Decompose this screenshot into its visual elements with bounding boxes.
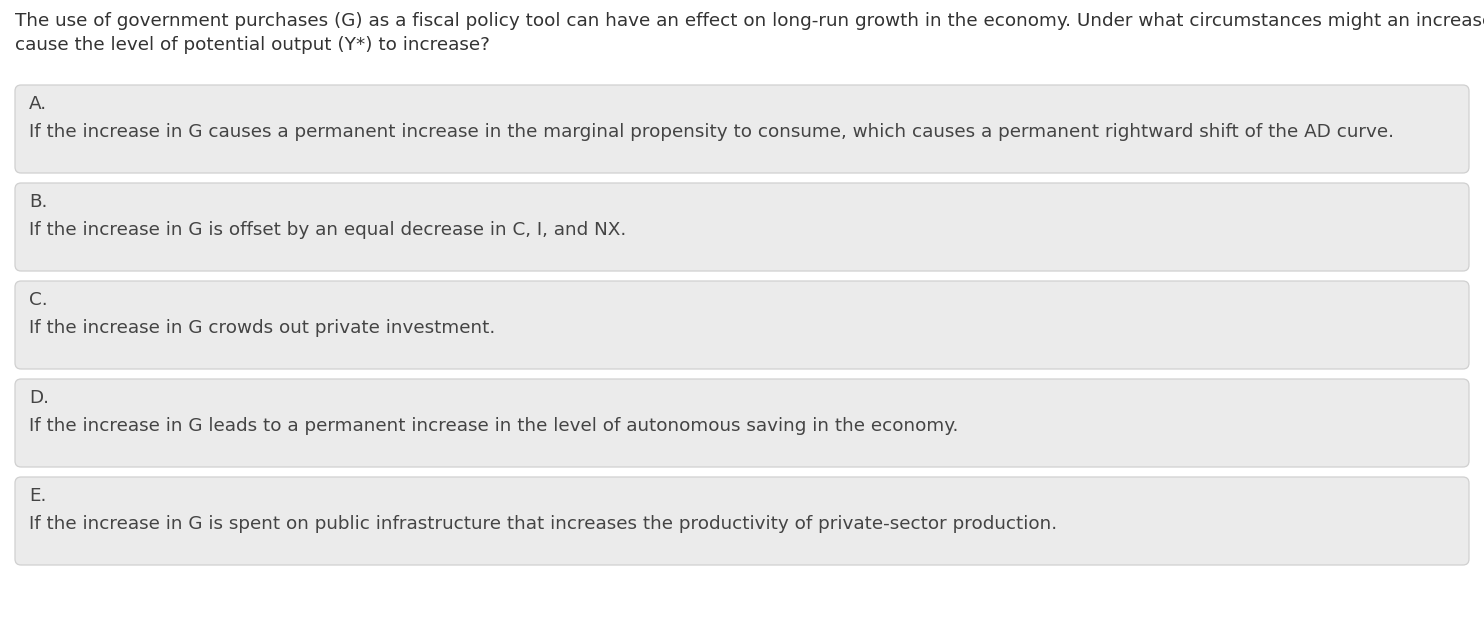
FancyBboxPatch shape (15, 379, 1469, 467)
Text: D.: D. (30, 389, 49, 407)
Text: If the increase in G is spent on public infrastructure that increases the produc: If the increase in G is spent on public … (30, 515, 1057, 533)
FancyBboxPatch shape (15, 477, 1469, 565)
Text: If the increase in G is offset by an equal decrease in C, I, and NX.: If the increase in G is offset by an equ… (30, 221, 626, 239)
Text: If the increase in G leads to a permanent increase in the level of autonomous sa: If the increase in G leads to a permanen… (30, 417, 959, 435)
Text: If the increase in G causes a permanent increase in the marginal propensity to c: If the increase in G causes a permanent … (30, 123, 1393, 141)
FancyBboxPatch shape (15, 85, 1469, 173)
Text: C.: C. (30, 291, 47, 309)
Text: A.: A. (30, 95, 47, 113)
Text: E.: E. (30, 487, 46, 505)
FancyBboxPatch shape (15, 281, 1469, 369)
Text: If the increase in G crowds out private investment.: If the increase in G crowds out private … (30, 319, 496, 337)
Text: B.: B. (30, 193, 47, 211)
FancyBboxPatch shape (15, 183, 1469, 271)
Text: The use of government purchases (G) as a fiscal policy tool can have an effect o: The use of government purchases (G) as a… (15, 12, 1484, 54)
